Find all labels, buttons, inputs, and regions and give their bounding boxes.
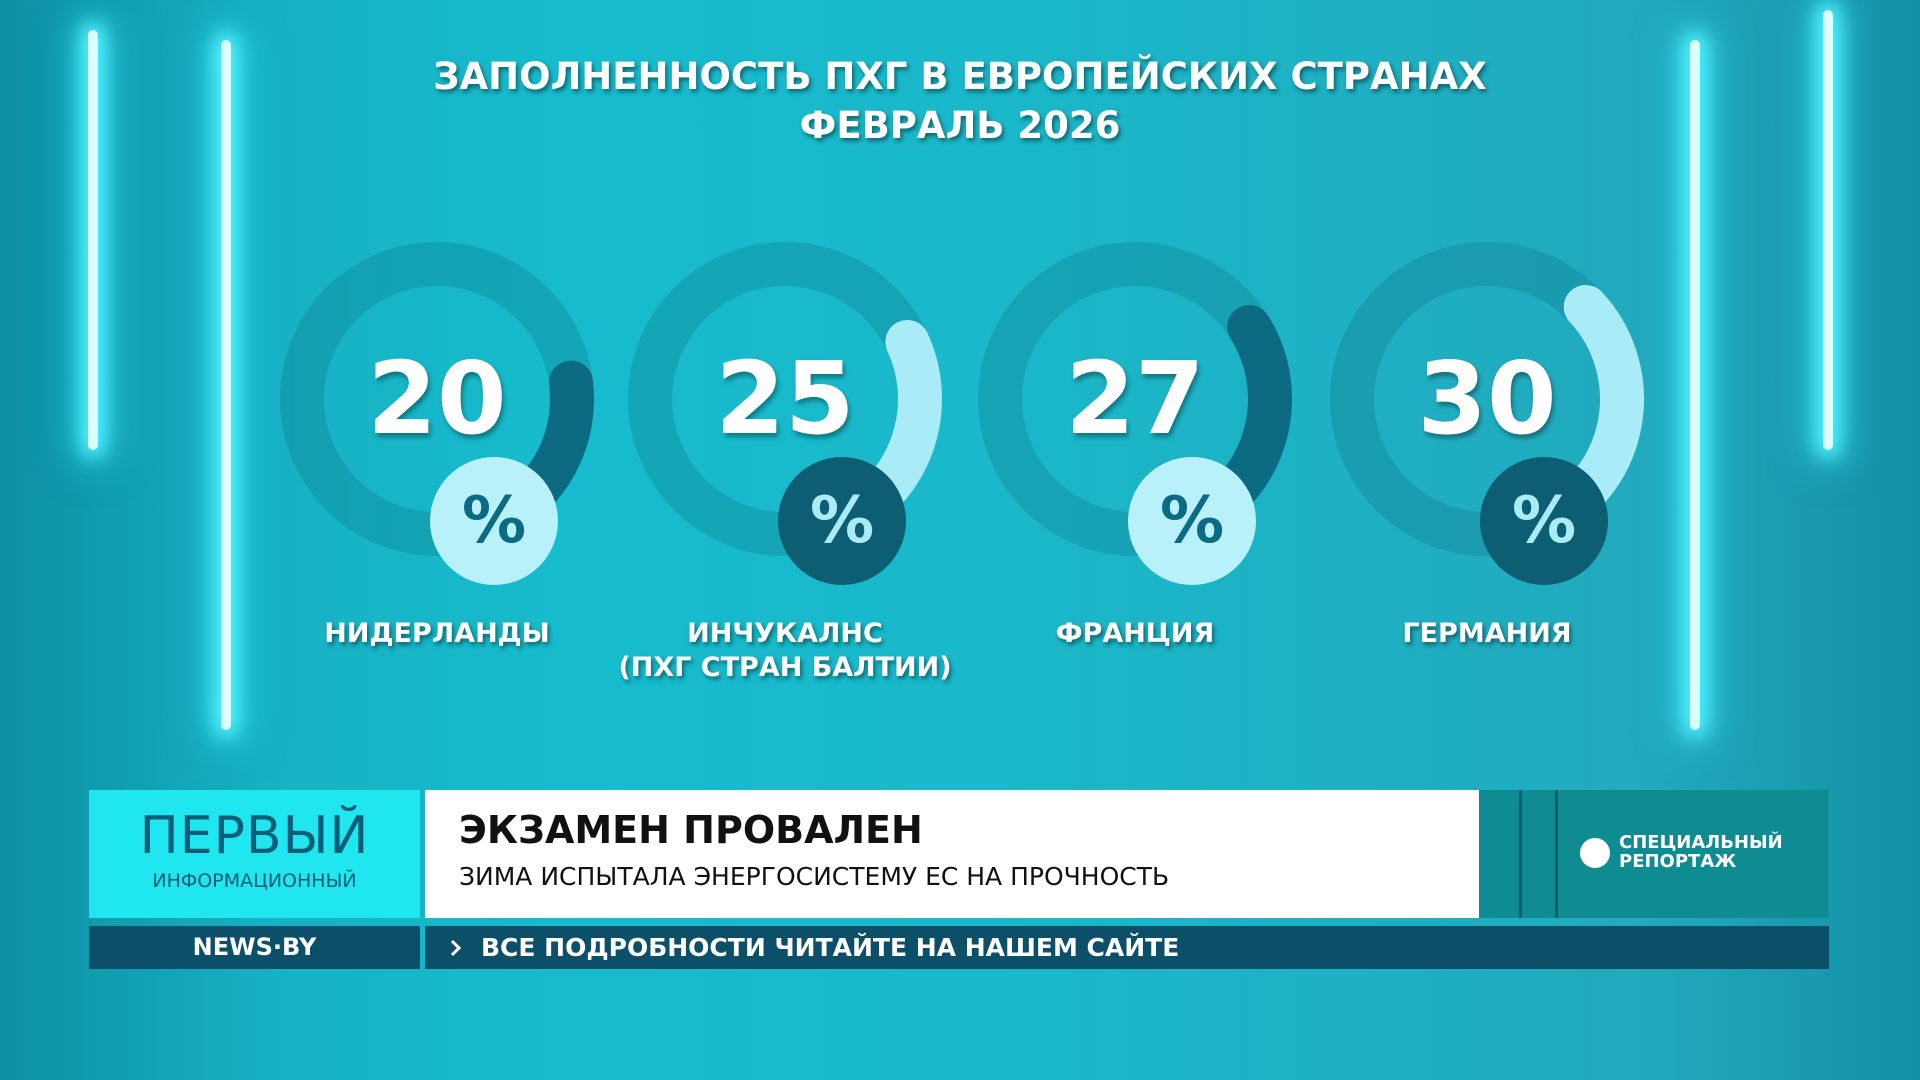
site-box: NEWS·BY — [89, 926, 420, 969]
headline: ЭКЗАМЕН ПРОВАЛЕН — [459, 808, 923, 852]
subheadline: ЗИМА ИСПЫТАЛА ЭНЕРГОСИСТЕМУ ЕС НА ПРОЧНО… — [459, 862, 1170, 891]
arrow — [450, 939, 462, 957]
unit-badge: % — [1480, 457, 1609, 586]
ticker: ВСЕ ПОДРОБНОСТИ ЧИТАЙТЕ НА НАШЕМ САЙТЕ — [481, 933, 1180, 962]
logo-box: ПЕРВЫЙ ИНФОРМАЦИОННЫЙ — [89, 790, 420, 918]
chart-subtitle: ФЕВРАЛЬ 2026 — [799, 104, 1121, 147]
glow — [1690, 40, 1700, 730]
value-label: 27 — [1065, 340, 1205, 457]
divider — [1555, 790, 1558, 918]
value-label: 20 — [367, 340, 507, 457]
value-label: 30 — [1417, 340, 1557, 457]
rubric: СПЕЦИАЛЬНЫЙ РЕПОРТАЖ — [1619, 832, 1783, 872]
rubric-box: СПЕЦИАЛЬНЫЙ РЕПОРТАЖ — [1479, 790, 1829, 918]
chart-title: ЗАПОЛНЕННОСТЬ ПХГ В ЕВРОПЕЙСКИХ СТРАНАХ — [433, 55, 1487, 98]
unit-badge: % — [430, 457, 559, 586]
divider — [1519, 790, 1522, 918]
category-label: НИДЕРЛАНДЫ — [324, 618, 550, 649]
glow — [1823, 10, 1833, 450]
value-label: 25 — [715, 340, 855, 457]
glow — [221, 40, 231, 730]
logo-sub: ИНФОРМАЦИОННЫЙ — [152, 870, 357, 892]
category-label: ИНЧУКАЛНС (ПХГ СТРАН БАЛТИИ) — [618, 618, 952, 683]
glow — [88, 30, 98, 450]
unit-badge: % — [1128, 457, 1257, 586]
unit-badge: % — [778, 457, 907, 586]
ticker-box: ВСЕ ПОДРОБНОСТИ ЧИТАЙТЕ НА НАШЕМ САЙТЕ — [425, 926, 1829, 969]
headline-box: ЭКЗАМЕН ПРОВАЛЕН ЗИМА ИСПЫТАЛА ЭНЕРГОСИС… — [425, 790, 1479, 918]
category-label: ГЕРМАНИЯ — [1402, 618, 1572, 649]
logo-main: ПЕРВЫЙ — [139, 806, 370, 866]
site: NEWS·BY — [192, 933, 317, 961]
category-label: ФРАНЦИЯ — [1055, 618, 1215, 649]
dot — [1580, 838, 1610, 868]
